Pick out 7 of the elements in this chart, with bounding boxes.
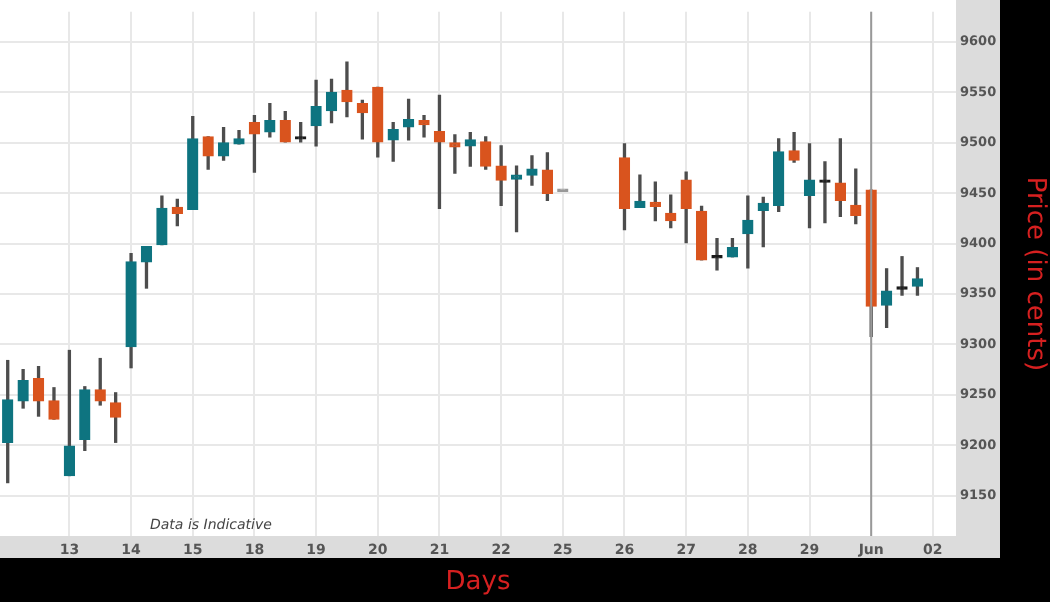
candlestick <box>896 256 908 296</box>
candlestick <box>634 174 646 209</box>
candlestick <box>449 134 461 174</box>
candlestick <box>526 155 538 186</box>
candlestick <box>341 61 353 118</box>
y-axis-title: Price (in cents) <box>1019 176 1050 372</box>
x-axis-title: Days <box>445 567 511 598</box>
